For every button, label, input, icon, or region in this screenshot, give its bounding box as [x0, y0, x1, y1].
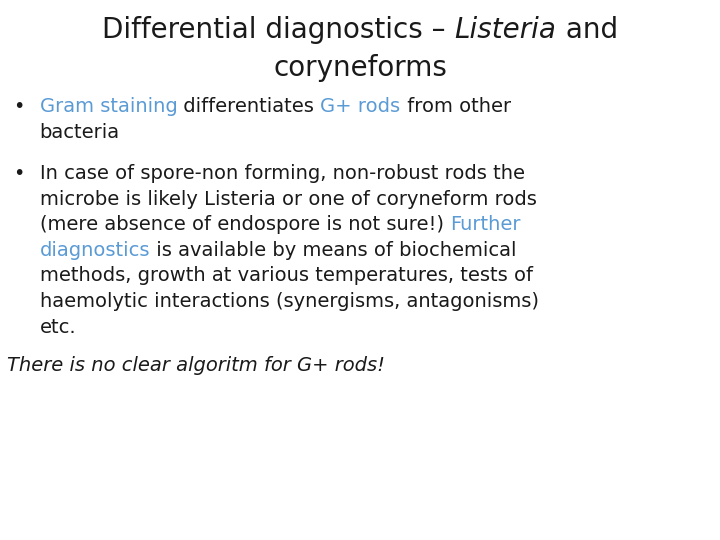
Text: bacteria: bacteria — [40, 123, 120, 142]
Text: •: • — [13, 97, 24, 116]
Text: •: • — [13, 164, 24, 183]
Text: etc.: etc. — [40, 318, 76, 337]
Text: Differential diagnostics –: Differential diagnostics – — [102, 16, 455, 44]
Text: coryneforms: coryneforms — [273, 54, 447, 82]
Text: G+ rods: G+ rods — [320, 97, 400, 116]
Text: microbe is likely Listeria or one of coryneform rods: microbe is likely Listeria or one of cor… — [40, 190, 536, 208]
Text: methods, growth at various temperatures, tests of: methods, growth at various temperatures,… — [40, 267, 533, 286]
Text: and: and — [557, 16, 618, 44]
Text: Further: Further — [450, 215, 521, 234]
Text: haemolytic interactions (synergisms, antagonisms): haemolytic interactions (synergisms, ant… — [40, 292, 539, 311]
Text: (mere absence of endospore is not sure!): (mere absence of endospore is not sure!) — [40, 215, 450, 234]
Text: Gram staining: Gram staining — [40, 97, 177, 116]
Text: differentiates: differentiates — [177, 97, 320, 116]
Text: There is no clear algoritm for G+ rods!: There is no clear algoritm for G+ rods! — [7, 356, 385, 375]
Text: is available by means of biochemical: is available by means of biochemical — [150, 241, 517, 260]
Text: diagnostics: diagnostics — [40, 241, 150, 260]
Text: In case of spore-non forming, non-robust rods the: In case of spore-non forming, non-robust… — [40, 164, 525, 183]
Text: from other: from other — [400, 97, 510, 116]
Text: Listeria: Listeria — [455, 16, 557, 44]
